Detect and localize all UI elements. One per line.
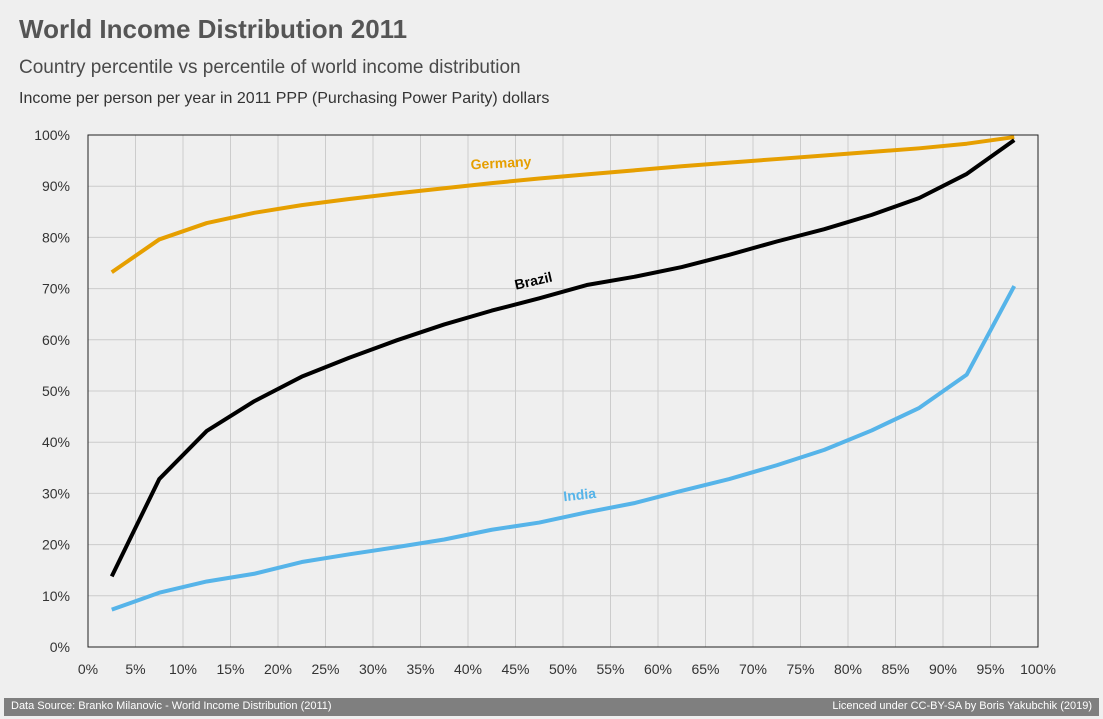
x-tick-label: 55% [596, 661, 624, 677]
plot-frame [87, 134, 1039, 648]
x-tick-label: 35% [406, 661, 434, 677]
y-tick-label: 30% [42, 485, 70, 501]
x-tick-label: 0% [78, 661, 98, 677]
chart-caption: Income per person per year in 2011 PPP (… [19, 90, 550, 107]
y-tick-label: 40% [42, 434, 70, 450]
chart-title: World Income Distribution 2011 [19, 14, 408, 44]
chart-subtitle: Country percentile vs percentile of worl… [19, 57, 521, 78]
y-tick-label: 70% [42, 281, 70, 297]
series-lines [109, 135, 1017, 612]
y-tick-label: 80% [42, 229, 70, 245]
series-label-india: India [562, 485, 596, 504]
x-tick-label: 25% [311, 661, 339, 677]
x-tick-label: 15% [216, 661, 244, 677]
x-tick-label: 20% [264, 661, 292, 677]
footer-bar: Data Source: Branko Milanovic - World In… [4, 698, 1099, 716]
x-tick-label: 60% [644, 661, 672, 677]
y-tick-label: 0% [50, 639, 70, 655]
x-tick-label: 80% [834, 661, 862, 677]
license-text: Licenced under CC-BY-SA by Boris Yakubch… [832, 700, 1092, 712]
x-tick-label: 10% [169, 661, 197, 677]
y-tick-label: 90% [42, 178, 70, 194]
x-tick-label: 100% [1020, 661, 1056, 677]
x-tick-label: 90% [929, 661, 957, 677]
y-tick-label: 50% [42, 383, 70, 399]
y-tick-label: 10% [42, 588, 70, 604]
y-tick-label: 20% [42, 537, 70, 553]
x-tick-label: 40% [454, 661, 482, 677]
x-tick-label: 85% [881, 661, 909, 677]
y-tick-label: 100% [34, 127, 70, 143]
series-line-india [111, 285, 1017, 612]
series-label-brazil: Brazil [513, 269, 554, 293]
x-tick-label: 95% [976, 661, 1004, 677]
x-tick-label: 70% [739, 661, 767, 677]
x-tick-label: 75% [786, 661, 814, 677]
grid [87, 134, 1039, 648]
x-tick-label: 45% [501, 661, 529, 677]
x-tick-label: 50% [549, 661, 577, 677]
x-tick-label: 5% [125, 661, 145, 677]
series-annotations: Germany Brazil India [470, 153, 597, 504]
x-tick-label: 30% [359, 661, 387, 677]
series-label-germany: Germany [470, 153, 532, 172]
y-axis-ticks: 0% 10% 20% 30% 40% 50% 60% 70% 80% 90% 100% [34, 127, 70, 655]
series-line-brazil [109, 138, 1016, 578]
y-tick-label: 60% [42, 332, 70, 348]
series-line-germany [110, 135, 1015, 274]
x-tick-label: 65% [691, 661, 719, 677]
data-source-text: Data Source: Branko Milanovic - World In… [11, 700, 332, 712]
x-axis-ticks: 0% 5% 10% 15% 20% 25% 30% 35% 40% 45% 50% 55% 60% 65%… [78, 661, 1056, 677]
